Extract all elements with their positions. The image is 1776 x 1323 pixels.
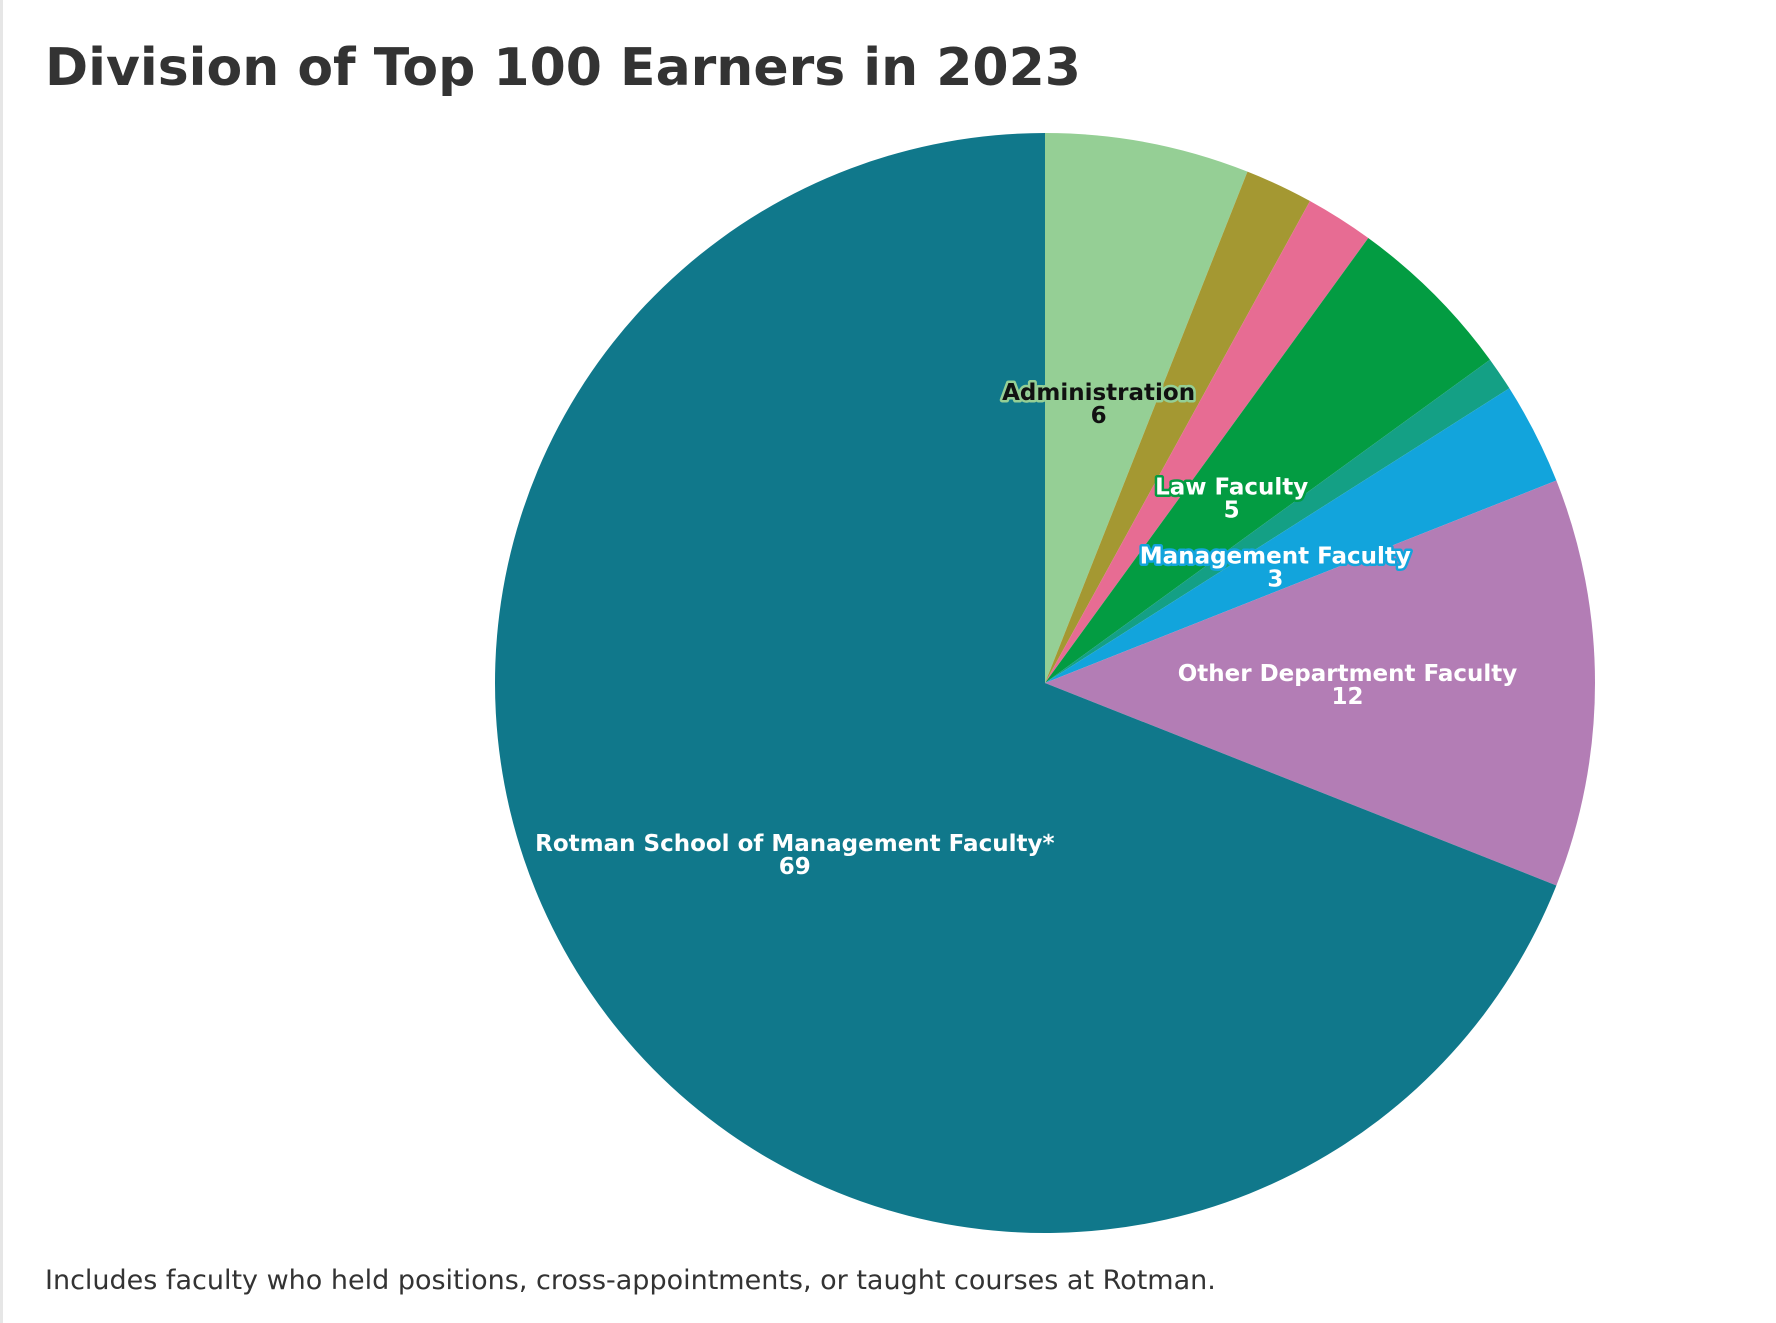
slice-value-law-faculty: 5 (1224, 497, 1240, 523)
pie-slice-unlabeled-2 (1045, 171, 1310, 684)
slice-value-management-faculty: 3 (1267, 567, 1283, 593)
slice-value-other-department-faculty: 12 (1331, 684, 1363, 710)
pie-slice-unlabeled-3 (1045, 201, 1369, 684)
slice-label-law-faculty: Law Faculty (1155, 474, 1308, 500)
slice-value-administration: 6 (1091, 403, 1107, 429)
slice-label-management-faculty: Management Faculty (1140, 544, 1411, 570)
slice-label-administration: Administration (1002, 380, 1195, 406)
chart-title: Division of Top 100 Earners in 2023 (45, 38, 1081, 98)
slice-label-other-department-faculty: Other Department Faculty (1178, 661, 1518, 687)
pie-slice-administration (1045, 133, 1248, 683)
slice-value-rotman-school-of-management-faculty: 69 (779, 854, 811, 880)
pie-slice-management-faculty (1045, 388, 1557, 683)
slice-label-rotman-school-of-management-faculty: Rotman School of Management Faculty* (535, 831, 1054, 857)
chart-footnote: Includes faculty who held positions, cro… (45, 1265, 1216, 1296)
left-border (0, 0, 3, 1323)
pie-slice-other-department-faculty (1045, 480, 1596, 886)
pie-slice-law-faculty (1045, 238, 1490, 683)
pie-slice-unlabeled-5 (1045, 359, 1510, 683)
pie-slice-rotman-school-of-management-faculty (495, 133, 1557, 1233)
